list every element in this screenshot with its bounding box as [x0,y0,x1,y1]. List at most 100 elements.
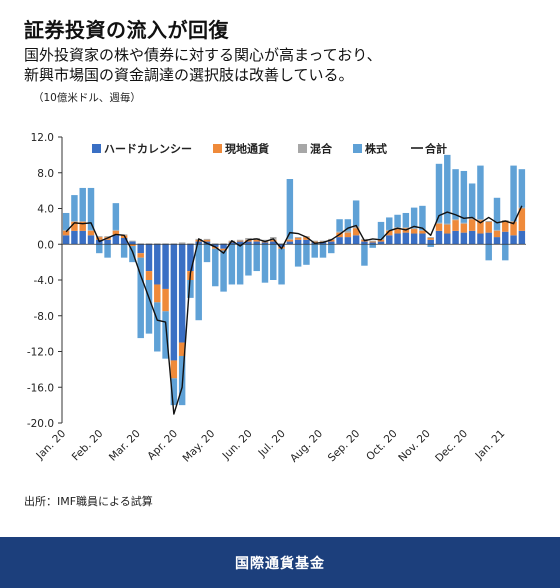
y-tick-label: -8.0 [34,311,55,323]
bar-local-39 [386,230,393,236]
bar-local-2 [79,221,86,231]
bar-hard-5 [104,239,111,245]
legend-label-mixed: 混合 [310,142,333,156]
bar-hard-22 [245,241,252,245]
bar-equity-49 [468,183,476,219]
bar-mixed-47 [452,219,459,221]
source-note: 出所：IMF職員による試算 [24,495,153,508]
bar-local-37 [369,241,376,243]
bar-mixed-0 [62,229,70,231]
bar-hard-20 [228,242,236,245]
bar-equity-7 [120,244,128,258]
bar-hard-42 [410,233,418,245]
legend-label-hard: ハードカレンシー [104,143,192,156]
bar-hard-14 [178,244,186,343]
page-title: 証券投資の流入が回復 [24,18,229,42]
bar-hard-51 [485,232,492,245]
bar-mixed-34 [344,230,352,233]
footer-org: 国際通貨基金 [235,555,325,572]
bar-hard-12 [162,244,169,289]
x-tick-label: Sep. 20 [326,428,363,465]
bar-hard-31 [319,242,327,245]
bar-hard-45 [435,230,443,245]
bar-hard-39 [386,235,393,245]
bar-local-10 [145,271,153,280]
bar-equity-12 [162,311,169,359]
x-tick-label: Nov. 20 [396,428,433,465]
bar-hard-15 [187,244,194,272]
bar-hard-13 [170,244,178,361]
unit-label: （10億米ドル、週毎） [33,92,141,104]
bar-local-53 [502,221,509,232]
bar-hard-2 [79,230,86,245]
x-tick-label: Jan. 21 [473,428,508,463]
bar-equity-55 [518,169,526,208]
bar-hard-47 [452,230,459,245]
bar-equity-32 [328,244,335,254]
bar-equity-31 [319,244,327,258]
bar-local-23 [253,239,260,242]
bar-mixed-27 [286,238,294,240]
subtitle-line-1: 国外投資家の株や債券に対する関心が高まっており、 [24,46,382,64]
bar-mixed-33 [336,231,343,233]
bar-equity-23 [253,244,260,272]
bar-equity-10 [145,280,153,334]
x-tick-label: Oct. 20 [364,428,399,463]
bar-local-35 [352,228,360,236]
bar-local-43 [419,230,426,234]
bar-hard-7 [120,237,128,245]
bar-mixed-11 [154,243,161,245]
footer-bar: 国際通貨基金 [0,537,560,588]
bar-hard-6 [112,235,120,245]
bar-local-50 [477,220,484,234]
bar-local-30 [311,241,318,243]
bar-hard-41 [402,232,410,245]
bar-equity-11 [154,302,161,352]
total-line [65,205,523,415]
bar-local-0 [62,230,70,236]
bar-hard-19 [220,244,227,249]
bar-hard-46 [444,233,451,245]
bar-local-6 [112,230,120,236]
legend: ハードカレンシー 現地通貨 混合 株式 合計 [92,142,447,156]
bar-local-19 [220,248,227,251]
bar-equity-24 [261,244,269,283]
bars [62,154,526,406]
bar-mixed-18 [212,243,219,245]
bar-local-42 [410,229,418,234]
bar-equity-42 [410,207,418,229]
bar-hard-10 [145,244,153,272]
bar-hard-9 [137,244,144,254]
bar-local-9 [137,253,144,258]
bar-mixed-52 [493,229,501,231]
legend-swatch-hard [92,144,101,153]
bar-equity-51 [485,244,492,261]
axes: 12.08.04.00.0-4.0-8.0-12.0-16.0-20.0Jan.… [27,132,526,465]
bar-hard-21 [236,241,244,245]
bar-mixed-41 [402,227,410,229]
bar-equity-35 [352,200,360,227]
bar-equity-22 [245,244,252,276]
bar-equity-43 [419,205,426,230]
legend-label-local: 現地通貨 [225,142,269,156]
x-tick-label: Jun. 20 [220,428,255,463]
bar-equity-36 [361,244,368,266]
y-tick-label: -4.0 [34,275,55,287]
bar-local-51 [485,221,492,233]
bar-local-22 [245,239,252,242]
bar-equity-37 [369,244,376,248]
bar-equity-6 [112,203,120,230]
bar-hard-50 [477,233,484,245]
bar-mixed-30 [311,240,318,242]
bar-local-21 [236,240,244,242]
bar-hard-36 [361,241,368,245]
bar-equity-40 [394,214,401,228]
bar-equity-18 [212,248,219,287]
bar-mixed-26 [278,243,285,245]
bar-hard-1 [71,230,78,245]
bar-hard-0 [62,235,70,245]
bar-mixed-10 [145,243,153,245]
bar-local-8 [129,244,136,247]
bar-mixed-12 [162,243,169,245]
bar-local-54 [510,221,517,236]
